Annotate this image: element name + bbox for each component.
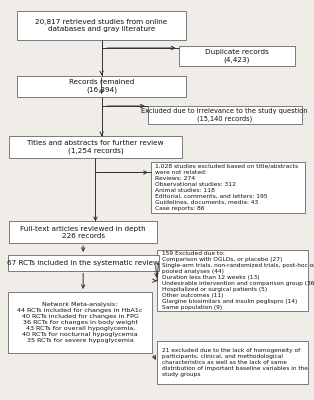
FancyBboxPatch shape <box>151 162 305 212</box>
Text: Network Meta-analysis:
44 RCTs included for changes in HbA1c
40 RCTs included fo: Network Meta-analysis: 44 RCTs included … <box>17 302 143 343</box>
FancyBboxPatch shape <box>8 255 159 270</box>
Text: Full-text articles reviewed in depth
226 records: Full-text articles reviewed in depth 226… <box>20 226 146 239</box>
Text: 159 Excluded due to:
Comparison with OGLDs, or placebo (27)
Single-arm trials, n: 159 Excluded due to: Comparison with OGL… <box>162 251 314 310</box>
Text: 1,028 studies excluded based on title/abstracts
were not related:
Reviews: 274
O: 1,028 studies excluded based on title/ab… <box>155 164 299 210</box>
FancyBboxPatch shape <box>8 292 152 353</box>
Text: Titles and abstracts for further review
(1,254 records): Titles and abstracts for further review … <box>27 140 164 154</box>
FancyBboxPatch shape <box>157 250 308 311</box>
FancyBboxPatch shape <box>148 106 302 124</box>
Text: Records remained
(16,394): Records remained (16,394) <box>69 80 134 93</box>
FancyBboxPatch shape <box>9 136 181 158</box>
FancyBboxPatch shape <box>157 341 308 384</box>
Text: 20,817 retrieved studies from online
databases and gray literature: 20,817 retrieved studies from online dat… <box>35 19 168 32</box>
Text: 67 RCTs included in the systematic review: 67 RCTs included in the systematic revie… <box>7 260 159 266</box>
FancyBboxPatch shape <box>9 221 157 243</box>
Text: Duplicate records
(4,423): Duplicate records (4,423) <box>205 49 269 63</box>
FancyBboxPatch shape <box>179 46 295 66</box>
FancyBboxPatch shape <box>17 11 186 40</box>
Text: 21 excluded due to the lack of homogeneity of
participants, clinical, and method: 21 excluded due to the lack of homogenei… <box>162 348 308 377</box>
FancyBboxPatch shape <box>17 76 186 97</box>
Text: Excluded due to irrelevance to the study question
(15,140 records): Excluded due to irrelevance to the study… <box>141 108 308 122</box>
